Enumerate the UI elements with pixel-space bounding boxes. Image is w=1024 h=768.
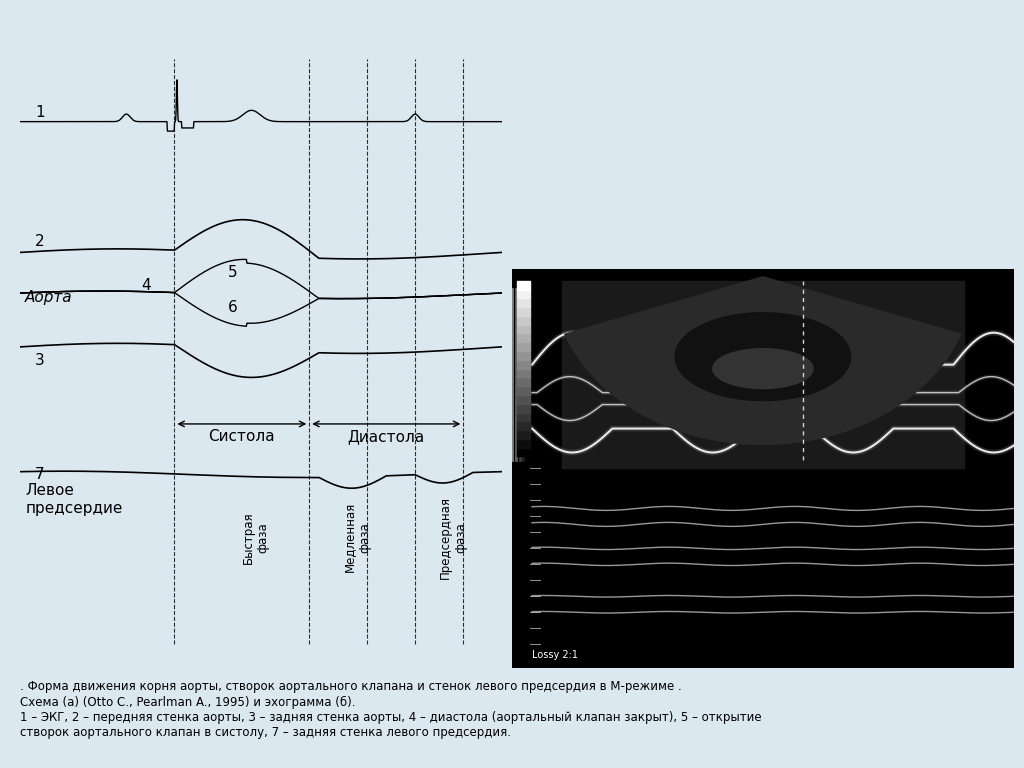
Text: 2: 2: [35, 233, 44, 249]
Bar: [512, 269, 1014, 468]
Text: 4: 4: [140, 278, 151, 293]
Text: 6: 6: [227, 300, 238, 315]
Text: Быстрая
фаза: Быстрая фаза: [242, 511, 270, 564]
Text: 3: 3: [35, 353, 45, 369]
Wedge shape: [565, 276, 961, 445]
Text: 7: 7: [35, 467, 44, 482]
Bar: [512, 468, 1014, 668]
Text: Медленная
фаза: Медленная фаза: [343, 502, 371, 572]
Text: Систола: Систола: [209, 429, 275, 444]
Text: . Форма движения корня аорты, створок аортального клапана и стенок левого предсе: . Форма движения корня аорты, створок ао…: [20, 680, 762, 739]
Text: 1: 1: [35, 104, 44, 120]
Text: Аорта: Аорта: [26, 290, 73, 306]
Text: Lossy 2:1: Lossy 2:1: [532, 650, 579, 660]
Text: 5: 5: [227, 265, 237, 280]
Ellipse shape: [675, 313, 851, 401]
Text: Диастола: Диастола: [347, 429, 425, 444]
Ellipse shape: [713, 349, 813, 389]
Text: Предсердная
фаза: Предсердная фаза: [439, 496, 467, 579]
Text: Левое
предсердие: Левое предсердие: [26, 483, 123, 515]
